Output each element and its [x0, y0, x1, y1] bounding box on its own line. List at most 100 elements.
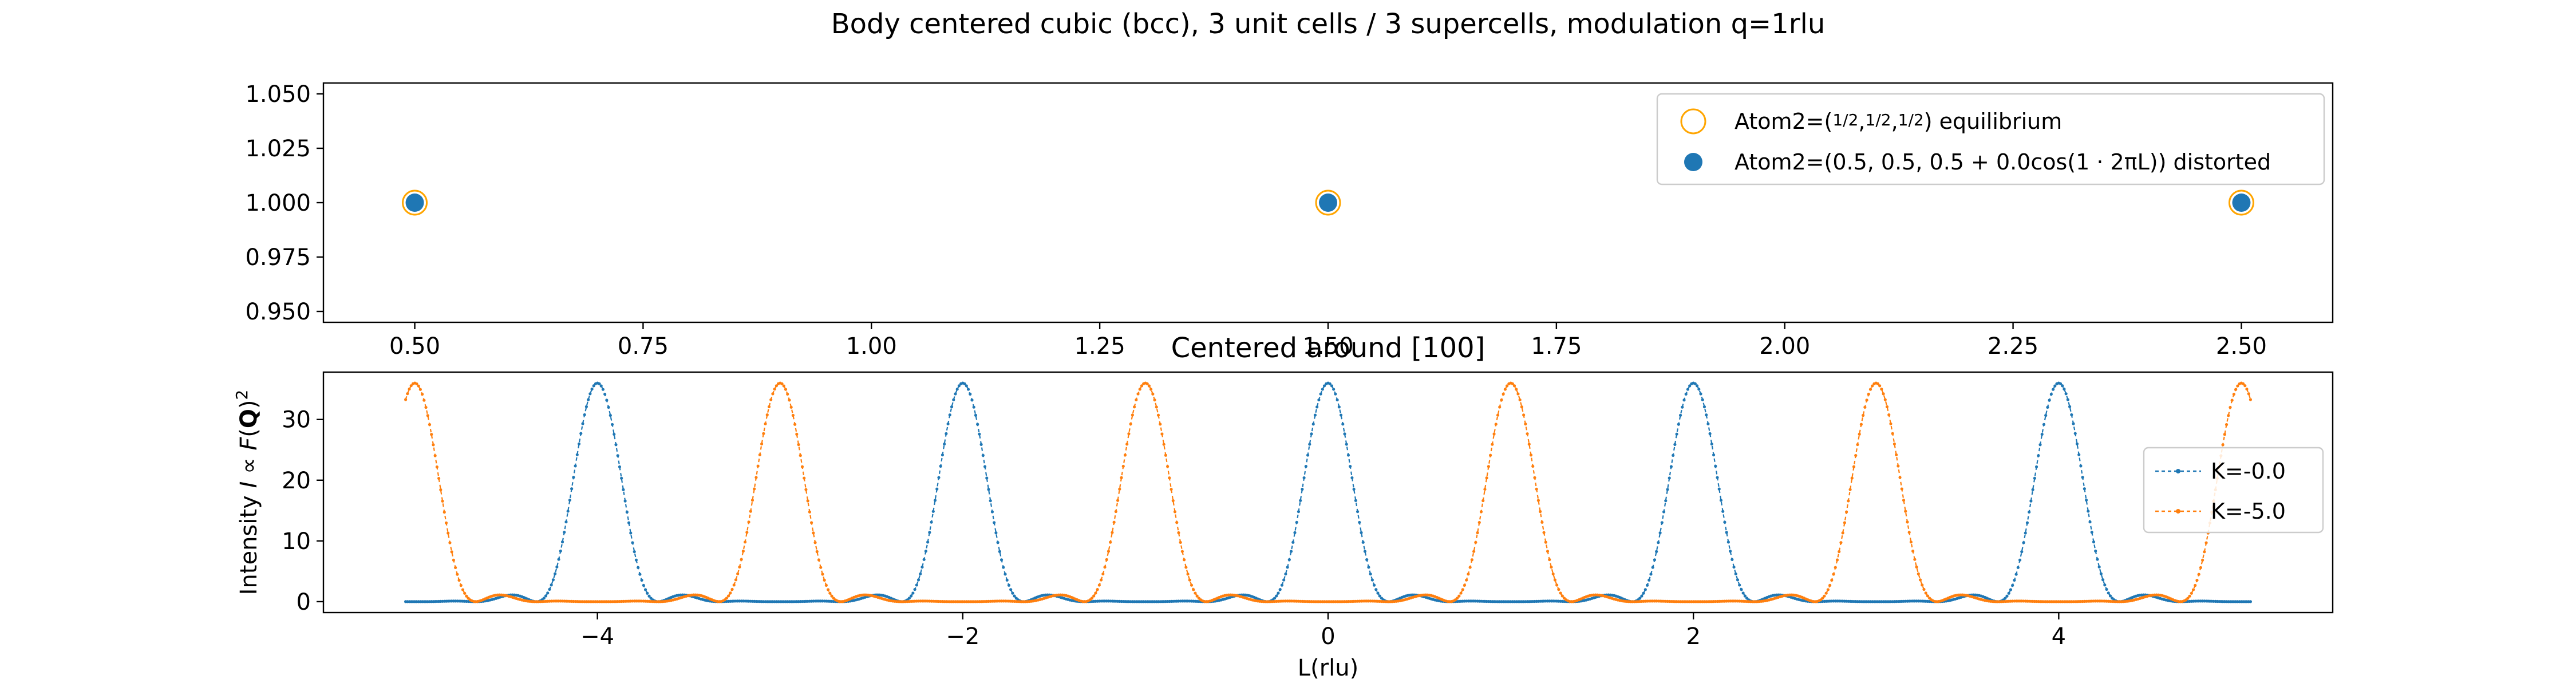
bottom-axis-ticks: −4 −2 0 2 4 0 10 20 30 — [282, 407, 2066, 650]
data-point — [2101, 578, 2105, 582]
data-point — [1527, 443, 1531, 446]
top-y-tick-label: 1.000 — [245, 190, 311, 216]
y-axis-label: Intensity I ∝ F(Q)2 — [232, 390, 262, 595]
bottom-x-tick-label: 4 — [2052, 623, 2066, 650]
data-point — [2024, 531, 2027, 535]
data-point — [1485, 476, 1488, 480]
data-point — [1360, 531, 1363, 534]
data-point — [2249, 398, 2253, 401]
legend-label-k0: K=-0.0 — [2211, 459, 2286, 484]
data-point — [2099, 572, 2103, 575]
data-point — [1162, 443, 1165, 446]
data-point — [1111, 531, 1114, 534]
data-point — [577, 442, 581, 445]
top-y-tick-label: 0.975 — [245, 244, 311, 271]
data-point — [1638, 597, 1642, 600]
bottom-y-tick-label: 20 — [282, 468, 311, 494]
legend-dot-k5 — [2176, 509, 2180, 514]
data-point — [753, 487, 756, 491]
data-point — [1882, 392, 1885, 396]
distorted-point — [2232, 194, 2251, 212]
data-point — [1904, 510, 1907, 513]
data-point — [978, 432, 981, 436]
data-point — [2191, 588, 2195, 591]
data-point — [1553, 578, 1557, 582]
top-x-tick-label: 0.75 — [618, 333, 669, 360]
data-point — [1511, 382, 1514, 385]
data-point — [2247, 392, 2250, 396]
data-point — [1871, 384, 1874, 388]
data-point — [1118, 487, 1121, 491]
bottom-series-lines — [404, 381, 2253, 603]
data-point — [1171, 499, 1175, 503]
x-axis-label: L(rlu) — [1298, 655, 1358, 681]
data-point — [2059, 382, 2063, 385]
equilibrium-point — [1315, 189, 1341, 216]
data-point — [919, 572, 922, 576]
top-y-tick-label: 1.025 — [245, 136, 311, 162]
data-point — [554, 572, 557, 575]
data-point — [1131, 413, 1134, 417]
data-point — [1915, 565, 1918, 569]
data-point — [584, 405, 588, 408]
data-point — [828, 591, 832, 595]
data-point — [974, 413, 978, 417]
bottom-x-tick-label: −4 — [580, 623, 614, 650]
data-point — [2068, 405, 2072, 408]
top-y-tick-label: 1.050 — [245, 81, 311, 108]
distorted-point — [405, 194, 424, 212]
data-point — [1850, 476, 1854, 480]
data-point — [1655, 550, 1658, 553]
top-x-tick-label: 0.50 — [389, 333, 440, 360]
data-point — [609, 414, 612, 417]
data-point — [551, 578, 555, 582]
data-point — [463, 591, 467, 595]
series-line-0 — [405, 382, 2251, 603]
legend-dot-k0 — [2176, 469, 2180, 473]
data-point — [2075, 442, 2079, 445]
data-point — [2040, 432, 2044, 436]
top-legend-frame — [1656, 93, 2325, 185]
data-point — [1483, 488, 1487, 491]
bottom-x-tick-label: 2 — [1686, 623, 1700, 650]
equilibrium-point — [402, 189, 428, 216]
data-point — [1472, 550, 1476, 553]
data-point — [1149, 388, 1153, 391]
series-line-1 — [405, 382, 2251, 603]
data-point — [2084, 498, 2088, 502]
data-point — [2063, 388, 2066, 391]
data-point — [1719, 499, 1723, 502]
data-point — [1492, 432, 1496, 436]
data-point — [555, 565, 559, 568]
data-point — [1666, 488, 1669, 491]
data-point — [933, 499, 937, 502]
data-point — [943, 443, 946, 446]
legend-fraction-1: 1/2 — [1832, 110, 1858, 129]
data-point — [1090, 597, 1094, 600]
data-point — [955, 388, 959, 391]
data-point — [1107, 550, 1111, 553]
bottom-subplot: Centered around [100] −4 −2 0 2 4 0 10 20 30 L(r… — [232, 332, 2334, 681]
data-point — [745, 531, 749, 534]
data-point — [426, 414, 429, 417]
data-point — [1515, 388, 1518, 391]
legend-marker-equilibrium — [1680, 108, 1706, 135]
data-point — [1642, 591, 1645, 595]
figure-title: Body centered cubic (bcc), 3 unit cells … — [831, 8, 1826, 40]
data-point — [2020, 550, 2024, 554]
data-point — [1011, 591, 1014, 595]
data-point — [1697, 388, 1701, 391]
data-point — [1658, 531, 1662, 535]
top-x-tick-label: 1.25 — [1074, 333, 1125, 360]
legend-marker-distorted — [1684, 153, 1702, 171]
data-point — [447, 531, 450, 535]
top-x-tick-label: 2.50 — [2216, 333, 2267, 360]
data-point — [1352, 487, 1356, 491]
bottom-x-tick-label: 0 — [1321, 623, 1335, 650]
bottom-y-tick-label: 10 — [282, 528, 311, 555]
bottom-legend: K=-0.0 K=-5.0 — [2143, 447, 2324, 534]
data-point — [806, 499, 809, 503]
top-y-tick-label: 0.950 — [245, 299, 311, 325]
top-x-tick-label: 2.00 — [1759, 333, 1810, 360]
